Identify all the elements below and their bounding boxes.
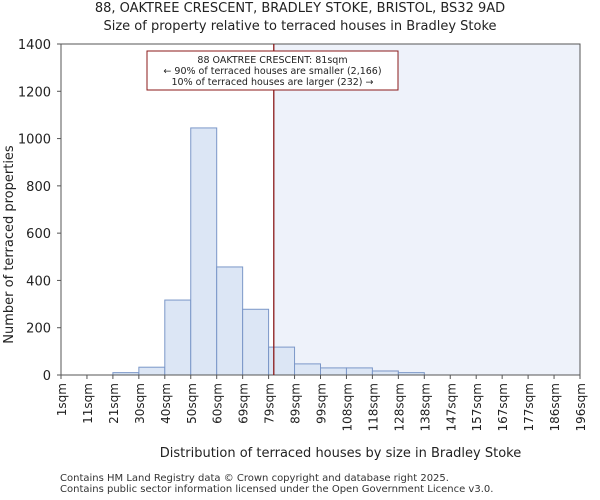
x-tick-label: 177sqm — [522, 383, 536, 431]
x-tick-label: 60sqm — [211, 383, 225, 424]
histogram-bar — [242, 308, 270, 376]
histogram-bar — [294, 363, 321, 376]
y-tick-label: 1200 — [18, 85, 51, 100]
x-axis-label: Distribution of terraced houses by size … — [160, 446, 521, 461]
x-tick-label: 69sqm — [237, 383, 251, 424]
x-tick-label: 157sqm — [470, 383, 484, 431]
x-tick-label: 1sqm — [55, 383, 69, 416]
y-tick-label: 200 — [26, 322, 51, 337]
annotation-line-1: 88 OAKTREE CRESCENT: 81sqm — [197, 55, 347, 66]
histogram-bar — [320, 367, 347, 376]
y-tick-label: 0 — [43, 369, 51, 384]
x-tick-label: 79sqm — [263, 383, 277, 424]
annotation-line-2: ← 90% of terraced houses are smaller (2,… — [163, 66, 381, 77]
x-tick-label: 108sqm — [340, 383, 354, 431]
chart-title: 88, OAKTREE CRESCENT, BRADLEY STOKE, BRI… — [94, 1, 506, 16]
histogram-bar — [216, 266, 244, 376]
y-tick-label: 1000 — [18, 133, 51, 148]
x-tick-label: 147sqm — [444, 383, 458, 431]
y-tick-label: 800 — [26, 180, 51, 195]
x-tick-label: 196sqm — [574, 383, 588, 431]
histogram-bar — [268, 346, 296, 376]
x-tick-label: 21sqm — [107, 383, 121, 424]
x-tick-label: 186sqm — [548, 383, 562, 431]
y-tick-label: 1400 — [18, 38, 51, 53]
footer-line-2: Contains public sector information licen… — [60, 484, 494, 495]
x-tick-label: 89sqm — [289, 383, 303, 424]
x-tick-label: 128sqm — [392, 383, 406, 431]
x-tick-label: 30sqm — [133, 383, 147, 424]
larger-region-shade — [273, 44, 580, 375]
x-tick-label: 50sqm — [185, 383, 199, 424]
histogram-bar — [164, 299, 192, 376]
histogram-bar — [371, 370, 399, 376]
histogram-bar — [190, 127, 218, 376]
annotation-box — [146, 50, 399, 91]
x-tick-label: 11sqm — [81, 383, 95, 424]
x-tick-label: 118sqm — [366, 383, 380, 431]
histogram-bar — [345, 367, 373, 376]
footer-line-1: Contains HM Land Registry data © Crown c… — [60, 473, 449, 484]
x-tick-label: 40sqm — [159, 383, 173, 424]
y-tick-label: 400 — [26, 274, 51, 289]
histogram-bar — [138, 366, 166, 376]
x-tick-label: 167sqm — [496, 383, 510, 431]
chart-subtitle: Size of property relative to terraced ho… — [103, 19, 497, 34]
y-tick-label: 600 — [26, 227, 51, 242]
annotation-line-3: 10% of terraced houses are larger (232) … — [172, 77, 374, 88]
x-tick-label: 138sqm — [418, 383, 432, 431]
x-tick-label: 99sqm — [315, 383, 329, 424]
y-axis-label: Number of terraced properties — [2, 145, 17, 344]
